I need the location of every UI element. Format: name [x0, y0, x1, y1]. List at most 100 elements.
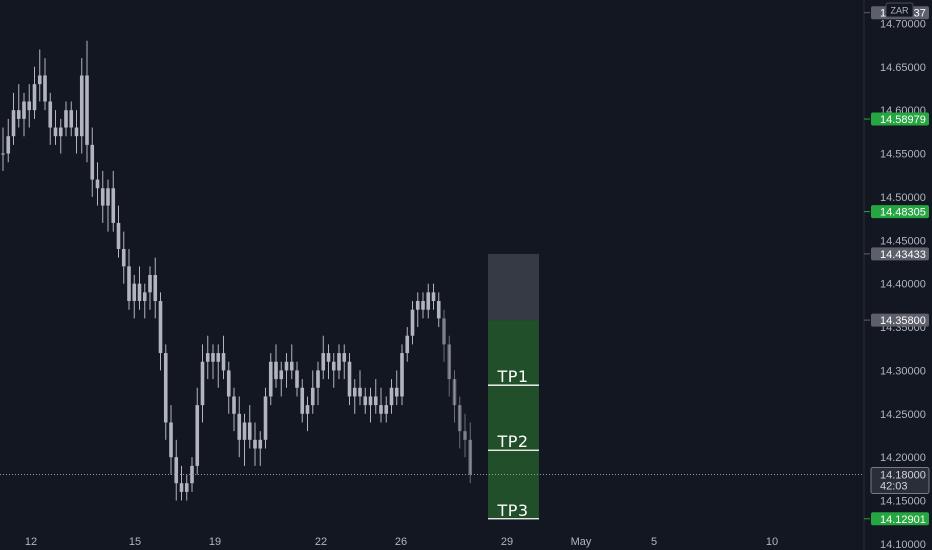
candle	[211, 344, 215, 380]
candle-body	[310, 387, 315, 406]
candle-body	[16, 110, 21, 119]
price-tag: 14.58979	[864, 112, 929, 126]
candle	[389, 379, 394, 414]
candle	[347, 353, 352, 406]
candle	[106, 179, 110, 232]
candle	[163, 344, 168, 440]
time-tick-label: 5	[651, 536, 657, 548]
price-tag-label: 14.43433	[880, 249, 926, 261]
candle-body	[158, 301, 163, 354]
candle-body	[279, 370, 284, 380]
candle	[253, 422, 257, 466]
candle-body	[95, 179, 100, 189]
price-tick-label: 14.15000	[880, 496, 926, 508]
price-tick-label: 14.45000	[880, 235, 926, 247]
candle-body	[79, 75, 84, 137]
candle-body	[300, 387, 305, 414]
candle-body	[37, 75, 42, 85]
candle-body	[211, 353, 215, 362]
candle	[32, 66, 37, 119]
candle	[95, 162, 100, 206]
candle	[232, 387, 236, 432]
candle	[85, 40, 89, 163]
candle	[69, 101, 74, 137]
candle-body	[137, 283, 142, 302]
candle	[316, 361, 320, 406]
candle	[295, 361, 299, 397]
candle-body	[321, 353, 326, 371]
price-tag: 14.43433	[864, 247, 929, 261]
candle-body	[116, 222, 121, 249]
time-axis-ticks: 12 15 19 22 26 29 May 5 10	[25, 536, 778, 548]
candle	[121, 231, 126, 284]
countdown-label: 42:03	[880, 481, 908, 493]
price-tag-label: 14.12901	[880, 514, 926, 526]
price-tag: 14.48305	[864, 205, 929, 219]
candle-body	[58, 127, 63, 137]
price-tag-label: 14.35800	[880, 315, 926, 327]
candle-body	[347, 361, 352, 397]
candle-body	[53, 127, 58, 137]
candle-body	[69, 110, 74, 128]
candle	[426, 283, 431, 319]
candle-body	[242, 422, 247, 440]
profit-zone	[488, 320, 539, 519]
candle-body	[463, 431, 467, 440]
time-tick-label: 15	[129, 536, 141, 548]
candle	[64, 101, 68, 137]
price-tag-box	[871, 205, 929, 219]
candle-body	[127, 266, 131, 302]
candle-body	[132, 283, 137, 302]
price-axis[interactable]	[864, 0, 932, 550]
candle-body	[247, 422, 252, 440]
candle-body	[295, 370, 299, 388]
candle	[200, 344, 205, 423]
candle-body	[352, 387, 357, 397]
price-tag-box	[871, 247, 929, 261]
time-tick-label: 29	[501, 536, 513, 548]
currency-badge[interactable]: ZAR	[885, 2, 914, 18]
candle	[331, 353, 336, 388]
candle-body	[379, 405, 383, 414]
candle	[300, 379, 305, 423]
candle	[226, 361, 231, 414]
time-tick-label: May	[571, 536, 592, 548]
candle	[468, 422, 473, 484]
candle-body	[6, 136, 11, 154]
candle-body	[442, 318, 446, 345]
candle	[169, 405, 173, 475]
current-price-label: 14.18000	[880, 470, 926, 482]
candle	[436, 292, 441, 328]
candle-body	[368, 396, 373, 406]
candles	[1, 40, 473, 501]
candle-body	[100, 188, 105, 206]
short-position-tool[interactable]: TP1 TP2 TP3	[488, 253, 539, 520]
time-tick-label: 22	[315, 536, 327, 548]
candle	[37, 49, 42, 102]
candle	[384, 396, 389, 423]
price-tag-label: 14.48305	[880, 207, 926, 219]
candle	[279, 361, 284, 397]
candle-body	[358, 387, 362, 397]
candle	[258, 431, 263, 466]
price-tag-box	[871, 313, 929, 327]
candle	[179, 465, 184, 501]
candle	[216, 344, 221, 388]
candle-body	[221, 353, 226, 371]
candle	[310, 370, 315, 414]
candle-body	[226, 370, 231, 397]
candle-body	[431, 292, 436, 302]
candle-body	[274, 361, 278, 380]
candle	[358, 370, 362, 406]
price-tick-label: 14.20000	[880, 452, 926, 464]
candle	[431, 283, 436, 310]
candle-body	[258, 439, 263, 449]
price-tick-label: 14.40000	[880, 279, 926, 291]
candle	[363, 387, 368, 414]
candle-body	[400, 353, 404, 397]
candle	[16, 84, 21, 128]
candle	[305, 396, 310, 432]
candle-body	[452, 379, 457, 406]
candle-body	[268, 361, 273, 397]
